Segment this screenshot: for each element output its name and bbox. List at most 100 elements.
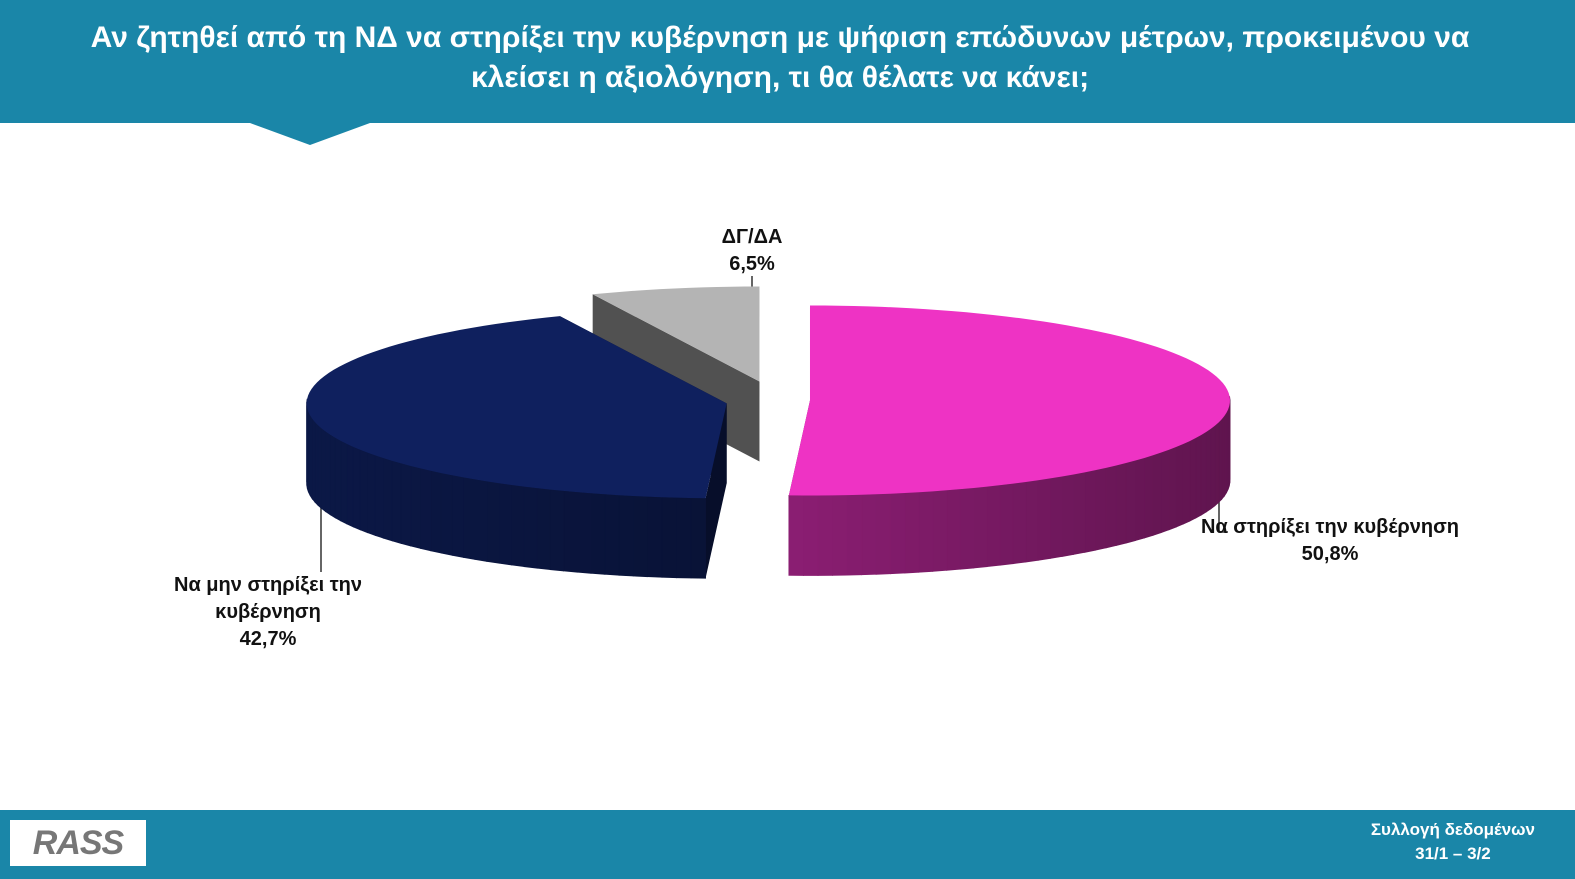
slice-side (590, 492, 606, 575)
slice-side (1115, 462, 1127, 547)
slice-side (549, 489, 565, 572)
slice-side (352, 446, 361, 531)
slice-side (846, 494, 863, 576)
slice-side (1210, 424, 1216, 510)
slice-side (420, 467, 432, 552)
slice-side (1189, 437, 1197, 522)
value-label: 42,7% (239, 628, 297, 650)
slice-side (1175, 443, 1184, 528)
slice-side (346, 443, 354, 528)
slice-side (788, 494, 804, 576)
slice-side (676, 497, 692, 579)
header: Αν ζητηθεί από τη ΝΔ να στηρίξει την κυβ… (0, 0, 1575, 123)
note-text: Συλλογή δεδομένων (1370, 820, 1535, 839)
slice-side (321, 427, 326, 513)
slice-side (1025, 479, 1039, 563)
slice-side (498, 482, 512, 566)
slice-side (690, 497, 706, 579)
slice-side (314, 420, 319, 507)
slice-side (1152, 452, 1162, 536)
slice-side (875, 493, 891, 575)
category-label: Να στηρίξει την κυβέρνηση (1200, 516, 1460, 538)
slice-side (1105, 464, 1117, 549)
slice-side (329, 433, 336, 519)
slice-side (1061, 473, 1074, 557)
slice-side (1135, 457, 1145, 542)
slice-group (306, 316, 727, 579)
slice-side (1125, 460, 1136, 544)
slice-side (430, 470, 442, 554)
slice-side (1160, 449, 1170, 534)
slice-side (536, 487, 551, 571)
slice-side (1073, 471, 1086, 555)
slice-side (946, 488, 961, 571)
slice-side (451, 474, 464, 558)
slice-side (604, 493, 620, 576)
slice-side (1182, 440, 1191, 525)
slice-side (325, 430, 331, 516)
slice-side (1218, 418, 1223, 504)
dates-text: 31/1 – 3/2 (1415, 844, 1491, 863)
footer: RASS Συλλογή δεδομένων 31/1 – 3/2 (0, 810, 1575, 879)
slice-side (918, 490, 934, 573)
slice-group (788, 305, 1231, 576)
slice-side (359, 449, 368, 534)
slice-side (440, 472, 453, 556)
slice-side (959, 487, 975, 570)
slice-side (973, 486, 988, 569)
data-label: Να μην στηρίξει την κυβέρνηση 42,7% (138, 572, 398, 653)
slice-side (374, 454, 384, 539)
value-label: 50,8% (1301, 543, 1359, 565)
slice-side (334, 437, 342, 522)
leader-line (1218, 488, 1228, 533)
slice-side (367, 452, 376, 536)
value-label: 6,5% (729, 253, 775, 275)
slice-side (1168, 446, 1177, 531)
slice-side (618, 494, 634, 577)
slice-side (391, 460, 402, 544)
slice-side (932, 489, 948, 572)
slice-side (317, 424, 322, 510)
slice-side (1200, 431, 1207, 516)
slice-side (410, 465, 421, 549)
slice-side (861, 493, 877, 576)
slice-side (803, 495, 819, 576)
slice (306, 316, 727, 499)
slice-side (904, 491, 920, 574)
data-label: ΔΓ/ΔΑ 6,5% (622, 224, 882, 278)
slice (788, 305, 1230, 496)
slice-side (511, 484, 525, 568)
slice-side (383, 457, 393, 542)
slice-side (817, 494, 833, 576)
slice-side (340, 440, 348, 525)
slice-side (889, 492, 906, 575)
chart-title: Αν ζητηθεί από τη ΝΔ να στηρίξει την κυβ… (90, 21, 1470, 94)
slice-side (463, 476, 476, 560)
slice-side (523, 486, 538, 569)
slice-side (986, 484, 1001, 568)
data-label: Να στηρίξει την κυβέρνηση 50,8% (1200, 514, 1460, 568)
footer-note: Συλλογή δεδομένων 31/1 – 3/2 (1371, 818, 1535, 866)
slice-side (1144, 454, 1154, 539)
slice-side (486, 480, 500, 564)
slice-side (1195, 434, 1202, 519)
category-label: ΔΓ/ΔΑ (721, 226, 783, 248)
slice-side (1214, 421, 1220, 507)
slice-side (832, 494, 848, 576)
slice-side (1095, 467, 1107, 551)
slice (592, 286, 760, 382)
slice-side (576, 491, 592, 574)
category-label: Να μην στηρίξει την κυβέρνηση (174, 574, 362, 623)
slice-side (1084, 469, 1096, 553)
slice-side (563, 490, 578, 573)
slice-side (400, 462, 412, 547)
slice-side (661, 496, 677, 579)
slice-side (1037, 477, 1051, 561)
slice-side (647, 496, 663, 578)
header-notch (250, 123, 370, 145)
slice-side (1012, 481, 1027, 565)
slice-side (999, 483, 1014, 566)
logo: RASS (10, 820, 146, 866)
